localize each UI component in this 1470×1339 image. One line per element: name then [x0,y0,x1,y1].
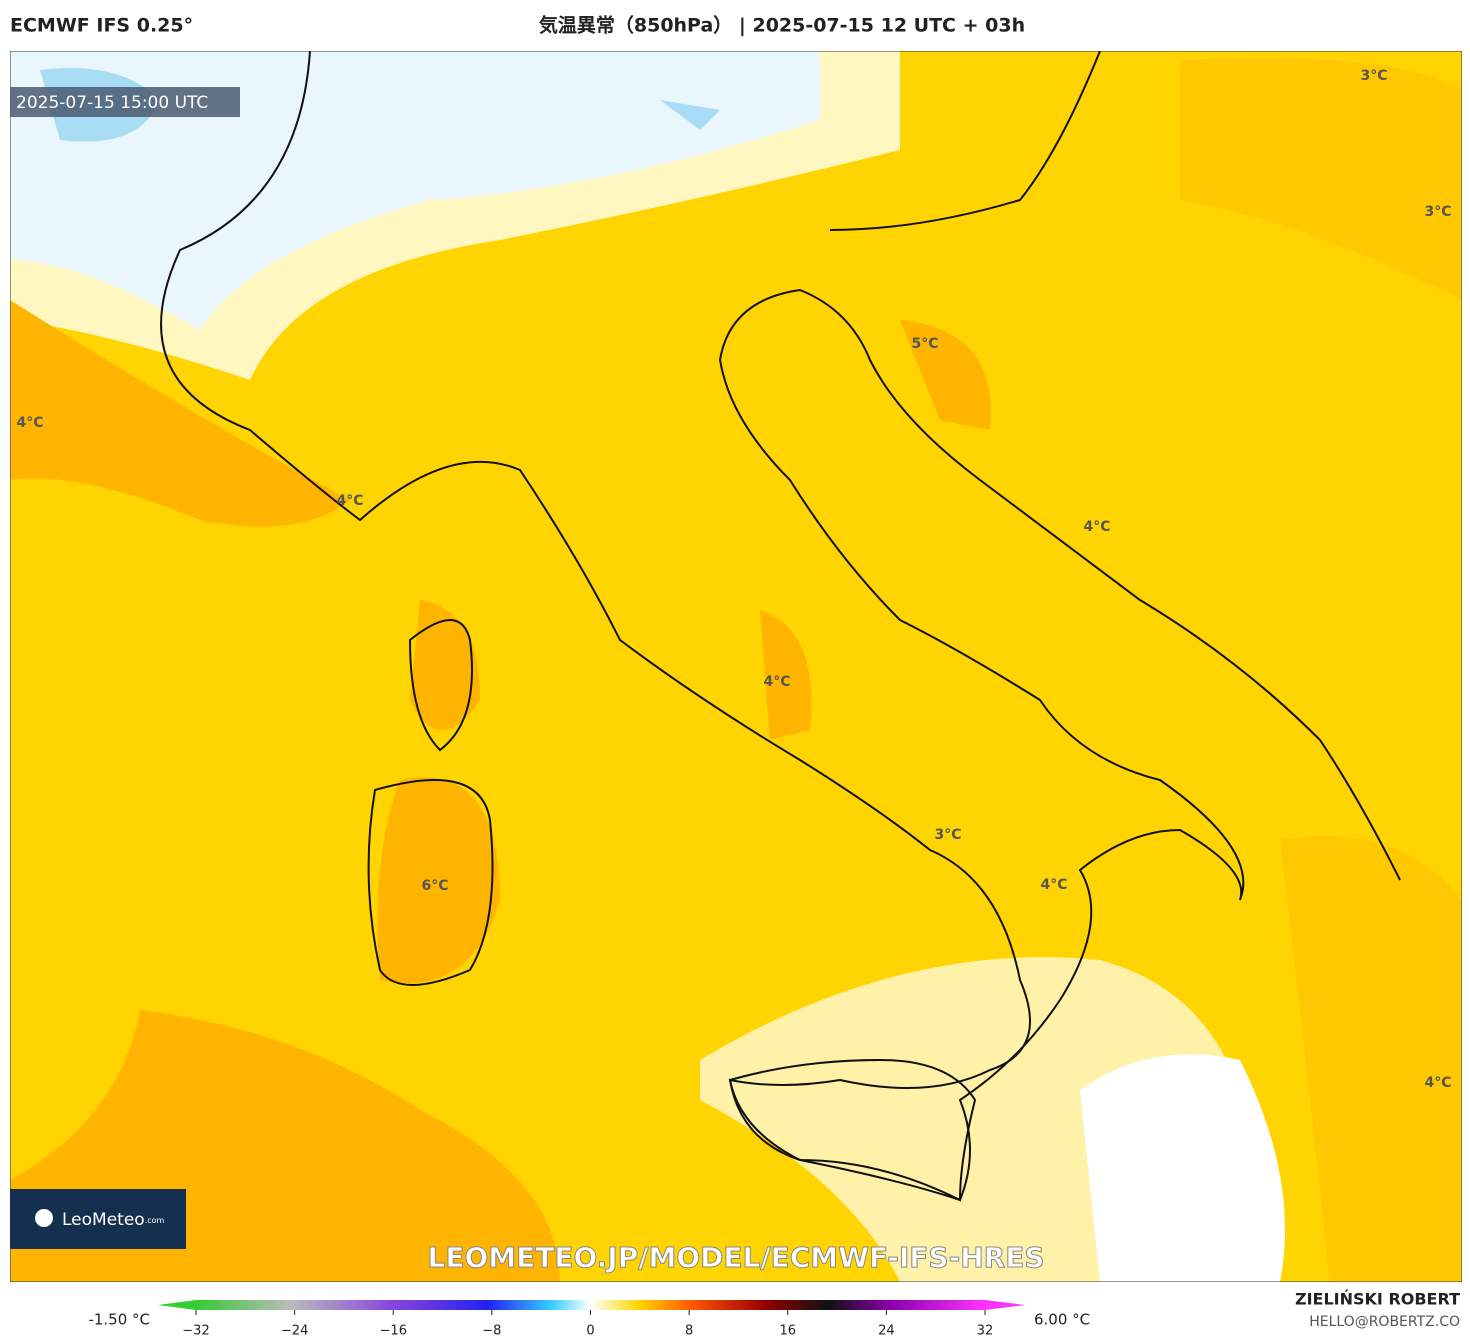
chart-title: 気温異常（850hPa） | 2025-07-15 12 UTC + 03h [539,14,1025,37]
logo-text: LeoMeteo [62,1210,145,1230]
contour-label: 3°C [1360,68,1387,84]
colorbar-tick-label: 8 [685,1324,693,1339]
valid-time-box [10,87,240,117]
colorbar-arrow [158,1300,196,1310]
contour-label: 4°C [1083,519,1110,535]
author: ZIELIŃSKI ROBERT [1295,1290,1460,1309]
contour-label: 3°C [1424,204,1451,220]
contour-label: 3°C [934,827,961,843]
colorbar-tick-label: −32 [182,1324,209,1339]
contour-label: 4°C [1424,1075,1451,1091]
email: HELLO@ROBERTZ.CO [1309,1314,1460,1330]
watermark: LEOMETEO.JP/MODEL/ECMWF-IFS-HRES [427,1241,1044,1274]
colorbar [196,1300,985,1310]
colorbar-tick-label: −24 [281,1324,308,1339]
model-name: ECMWF IFS 0.25° [10,15,193,37]
colorbar-tick-label: 32 [977,1324,994,1339]
colorbar-arrow [985,1300,1025,1310]
colorbar-max: 6.00 °C [1034,1311,1090,1329]
contour-label: 4°C [16,415,43,431]
colorbar-tick-label: −16 [380,1324,407,1339]
colorbar-tick-label: 24 [878,1324,895,1339]
contour-labels: 3°C 3°C 4°C 4°C 5°C 4°C 4°C 6°C 3°C 4°C 4°C [16,68,1451,1091]
contour-label: 5°C [911,336,938,352]
colorbar-min: -1.50 °C [88,1311,150,1329]
colorbar-tick-label: 16 [779,1324,796,1339]
map [10,51,1462,1282]
logo: LeoMeteo.com [62,1210,165,1230]
contour-label: 6°C [421,878,448,894]
contour-label: 4°C [336,493,363,509]
logo-sun [35,1209,53,1227]
contour-label: 4°C [1040,877,1067,893]
colorbar-tick-label: 0 [586,1324,594,1339]
valid-time: 2025-07-15 15:00 UTC [16,93,208,113]
logo-suffix: .com [145,1216,165,1225]
contour-label: 4°C [763,674,790,690]
colorbar-tick-label: −8 [482,1324,501,1339]
